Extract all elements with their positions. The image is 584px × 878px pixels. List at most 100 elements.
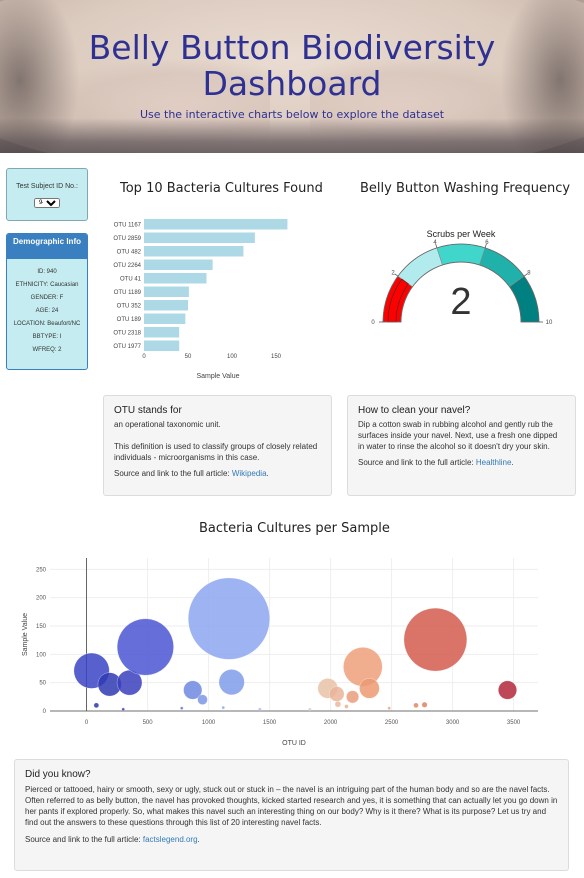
gauge-tick (435, 243, 438, 248)
bubble-chart-title: Bacteria Cultures per Sample (199, 521, 390, 536)
bubble-point-22 (308, 707, 312, 711)
bar-otu-189 (144, 313, 186, 324)
bar-category-label: OTU 189 (117, 317, 142, 323)
bar-otu-352 (144, 300, 188, 311)
bar-x-tick-label: 150 (271, 354, 282, 360)
demographic-gender: GENDER: F (30, 295, 64, 301)
bar-x-axis-label: Sample Value (196, 373, 239, 380)
gauge-tick-label: 6 (485, 240, 489, 246)
gauge-tick (394, 273, 399, 277)
otu-card-source-prefix: Source and link to the full article: (114, 469, 232, 478)
otu-info-card: OTU stands for an operational taxonomic … (103, 395, 332, 496)
wikipedia-link[interactable]: Wikipedia (231, 469, 267, 478)
bubble-x-tick-label: 2000 (324, 720, 338, 726)
bubble-point-1 (97, 672, 122, 697)
bubble-point-15 (413, 702, 419, 708)
demographic-wfreq: WFREQ: 2 (32, 347, 62, 353)
cleaning-card-source-suffix: . (511, 458, 514, 467)
gauge-tick-label: 4 (433, 240, 437, 246)
bar-category-label: OTU 352 (117, 303, 142, 309)
bubble-x-tick-label: 0 (85, 720, 89, 726)
facts-card-source-prefix: Source and link to the full article: (25, 835, 143, 844)
bar-category-label: OTU 41 (120, 276, 142, 282)
demographic-age: AGE: 24 (35, 308, 59, 314)
bar-category-label: OTU 482 (117, 249, 142, 255)
cleaning-card-body: Dip a cotton swab in rubbing alcohol and… (358, 420, 558, 451)
cleaning-card-title: How to clean your navel? (358, 405, 471, 416)
gauge-tick-label: 2 (391, 271, 395, 277)
bubble-y-tick-label: 50 (39, 681, 46, 687)
bubble-y-tick-label: 150 (36, 624, 47, 630)
bar-otu-482 (144, 246, 244, 257)
gauge-step-2 (436, 243, 486, 266)
bubble-point-9 (329, 686, 345, 702)
bubble-point-17 (93, 702, 100, 708)
header-banner: Belly Button Biodiversity Dashboard Use … (0, 0, 584, 153)
subject-id-label: Test Subject ID No.: (16, 183, 78, 190)
demographic-ethnicity: ETHNICITY: Caucasian (15, 282, 79, 288)
bubble-point-19 (180, 706, 184, 710)
bubble-x-tick-label: 1000 (202, 720, 216, 726)
demographic-info-heading: Demographic Info (7, 234, 87, 259)
otu-card-source-suffix: . (266, 469, 269, 478)
gauge-step-1 (397, 247, 443, 288)
otu-card-line1: an operational taxonomic unit. (114, 420, 221, 429)
bubble-y-axis-label: Sample Value (22, 613, 29, 656)
factslegend-link[interactable]: factslegend.org (142, 835, 198, 844)
hero-image-left-edge (0, 0, 80, 153)
gauge-chart: 0 2 4 6 8 10 Scrubs per Week 2 (371, 229, 553, 326)
bubble-x-tick-label: 1500 (263, 720, 277, 726)
bubble-x-tick-label: 3500 (507, 720, 521, 726)
gauge-tick (523, 273, 528, 277)
gauge-subtitle: Scrubs per Week (427, 229, 496, 239)
gauge-border (382, 243, 540, 323)
bubble-point-4 (188, 577, 270, 660)
subject-id-dropdown[interactable]: 940 (34, 198, 60, 208)
bar-category-label: OTU 2264 (113, 263, 141, 269)
facts-card-source: Source and link to the full article: fac… (25, 834, 558, 845)
bubble-point-10 (343, 647, 383, 687)
gauge-value-bar (387, 278, 409, 323)
bar-category-label: OTU 1977 (113, 344, 141, 350)
bubble-y-tick-label: 250 (36, 567, 47, 573)
facts-card-title: Did you know? (25, 769, 91, 780)
demographic-bbtype: BBTYPE: I (32, 334, 62, 340)
bubble-point-11 (359, 678, 380, 699)
cleaning-card-source-prefix: Source and link to the full article: (358, 458, 476, 467)
hero-image-right-edge (500, 0, 584, 153)
gauge-tick-label: 0 (371, 320, 375, 326)
gauge-step-0 (382, 275, 413, 323)
bubble-x-tick-label: 2500 (385, 720, 399, 726)
bubble-x-tick-label: 3000 (446, 720, 460, 726)
bubble-point-18 (121, 707, 125, 711)
bubble-point-8 (317, 678, 338, 699)
bar-category-label: OTU 2318 (113, 330, 141, 336)
gauge-tick-label: 10 (546, 320, 553, 326)
bubble-y-tick-label: 200 (36, 596, 47, 602)
bubble-point-24 (334, 701, 342, 708)
healthline-link[interactable]: Healthline (475, 458, 512, 467)
bubble-point-23 (387, 706, 391, 710)
gauge-value-label: 2 (450, 281, 471, 323)
gauge-step-3 (479, 247, 525, 288)
bubble-y-tick-label: 0 (43, 709, 47, 715)
navel-cleaning-card: How to clean your navel? Dip a cotton sw… (347, 395, 576, 496)
bubble-x-axis-label: OTU ID (282, 740, 306, 747)
bubble-point-14 (498, 680, 517, 700)
demographic-info-panel: Demographic Info ID: 940 ETHNICITY: Cauc… (6, 233, 88, 370)
bar-otu-41 (144, 273, 207, 284)
bubble-point-3 (117, 618, 174, 676)
bubble-point-7 (197, 694, 208, 705)
navel-facts-card: Did you know? Pierced or tattooed, hairy… (14, 759, 569, 871)
bar-x-tick-label: 50 (185, 354, 192, 360)
bubble-point-12 (346, 690, 359, 704)
bubble-point-6 (183, 680, 203, 700)
page-subtitle: Use the interactive charts below to expl… (139, 108, 445, 121)
bar-otu-2318 (144, 327, 180, 338)
cleaning-card-source: Source and link to the full article: Hea… (358, 457, 565, 468)
bubble-y-tick-label: 100 (36, 652, 47, 658)
bubble-point-13 (403, 607, 468, 672)
gauge-step-4 (509, 275, 540, 323)
otu-card-line2: This definition is used to classify grou… (114, 442, 318, 462)
